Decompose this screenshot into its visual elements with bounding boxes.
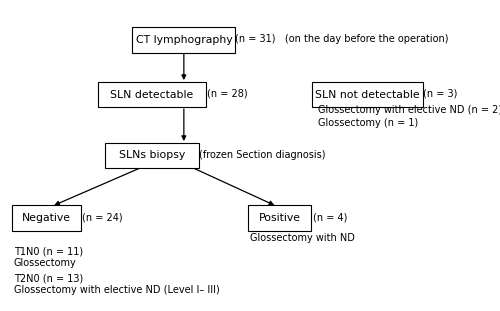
Text: (n = 31)   (on the day before the operation): (n = 31) (on the day before the operatio… — [236, 34, 449, 44]
Text: SLN not detectable: SLN not detectable — [316, 90, 420, 100]
Text: (n = 3): (n = 3) — [423, 89, 458, 99]
Text: Negative: Negative — [22, 213, 71, 223]
Text: Glossectomy with ND: Glossectomy with ND — [250, 233, 355, 243]
FancyBboxPatch shape — [98, 81, 206, 108]
Text: Glossectomy with elective ND (n = 2): Glossectomy with elective ND (n = 2) — [318, 105, 500, 115]
Text: T2N0 (n = 13): T2N0 (n = 13) — [14, 273, 83, 283]
Text: SLNs biopsy: SLNs biopsy — [119, 151, 185, 160]
Text: CT lymphography: CT lymphography — [136, 35, 232, 45]
Text: (n = 24): (n = 24) — [82, 212, 122, 222]
FancyBboxPatch shape — [132, 27, 236, 53]
Text: Positive: Positive — [258, 213, 300, 223]
Text: (n = 4): (n = 4) — [312, 212, 347, 222]
FancyBboxPatch shape — [312, 81, 422, 108]
Text: T1N0 (n = 11): T1N0 (n = 11) — [14, 247, 83, 257]
FancyBboxPatch shape — [12, 205, 81, 231]
Text: Glossectomy (n = 1): Glossectomy (n = 1) — [318, 118, 418, 128]
Text: Glossectomy: Glossectomy — [14, 258, 76, 268]
Text: Glossectomy with elective ND (Level I– III): Glossectomy with elective ND (Level I– I… — [14, 285, 220, 295]
Text: (n = 28): (n = 28) — [207, 89, 248, 99]
FancyBboxPatch shape — [106, 142, 198, 169]
FancyBboxPatch shape — [248, 205, 311, 231]
Text: (frozen Section diagnosis): (frozen Section diagnosis) — [199, 150, 326, 160]
Text: SLN detectable: SLN detectable — [110, 90, 194, 100]
